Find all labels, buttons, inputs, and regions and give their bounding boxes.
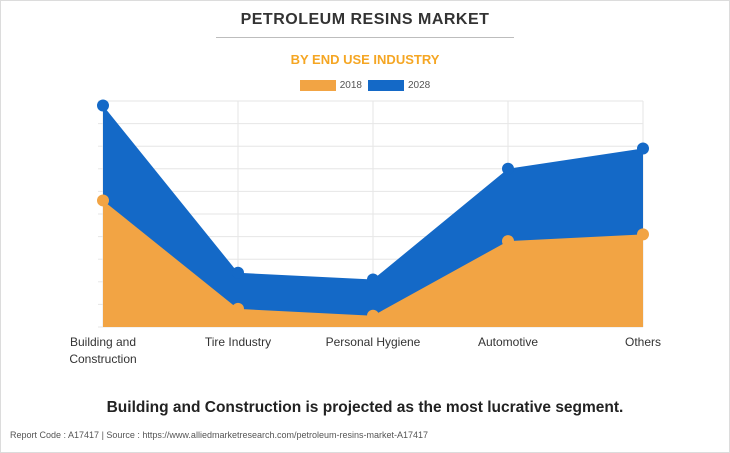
series-points	[97, 99, 649, 322]
data-point-2028-4	[637, 142, 649, 155]
x-tick-label: Personal Hygiene	[326, 335, 421, 349]
x-tick-label: Building and Construction	[69, 335, 136, 366]
x-tick-label: Automotive	[478, 335, 538, 349]
data-point-2028-1	[232, 266, 244, 279]
legend-label-2028: 2028	[408, 80, 431, 91]
chart-caption: Building and Construction is projected a…	[106, 399, 624, 416]
legend-swatch-2028	[368, 80, 404, 91]
chart-legend: 2018 2028	[0, 80, 730, 91]
data-point-2018-0	[97, 194, 109, 207]
area-chart: Building and Construction Tire Industry Per…	[69, 99, 661, 366]
data-point-2018-1	[232, 302, 244, 315]
title-divider	[216, 37, 514, 38]
data-point-2018-4	[637, 228, 649, 241]
x-tick-label-line: Automotive	[478, 335, 538, 349]
series-areas	[103, 105, 643, 328]
data-point-2028-0	[97, 99, 109, 112]
data-point-2018-2	[367, 309, 379, 322]
chart-subtitle: BY END USE INDUSTRY	[290, 52, 440, 67]
legend-label-2018: 2018	[339, 80, 362, 91]
x-axis-labels: Building and Construction Tire Industry Per…	[69, 335, 661, 366]
area-series-2018	[103, 200, 643, 327]
data-point-2028-2	[367, 273, 379, 286]
legend-swatch-2018	[299, 80, 336, 91]
x-tick-label: Others	[625, 335, 661, 349]
x-tick-label-line: Tire Industry	[205, 335, 271, 349]
chart-title: PETROLEUM RESINS MARKET	[240, 11, 490, 28]
report-footer: Report Code : A17417 | Source : https://…	[10, 430, 429, 440]
legend-item-2018[interactable]: 2018	[299, 80, 362, 91]
data-point-2028-3	[502, 162, 514, 175]
data-point-2018-3	[502, 235, 514, 248]
x-tick-label-line: Others	[625, 335, 661, 349]
x-tick-label: Tire Industry	[205, 335, 271, 349]
x-tick-label-line: Construction	[69, 352, 136, 366]
x-tick-label-line: Personal Hygiene	[326, 335, 421, 349]
x-tick-label-line: Building and	[70, 335, 136, 349]
legend-item-2028[interactable]: 2028	[368, 80, 430, 91]
